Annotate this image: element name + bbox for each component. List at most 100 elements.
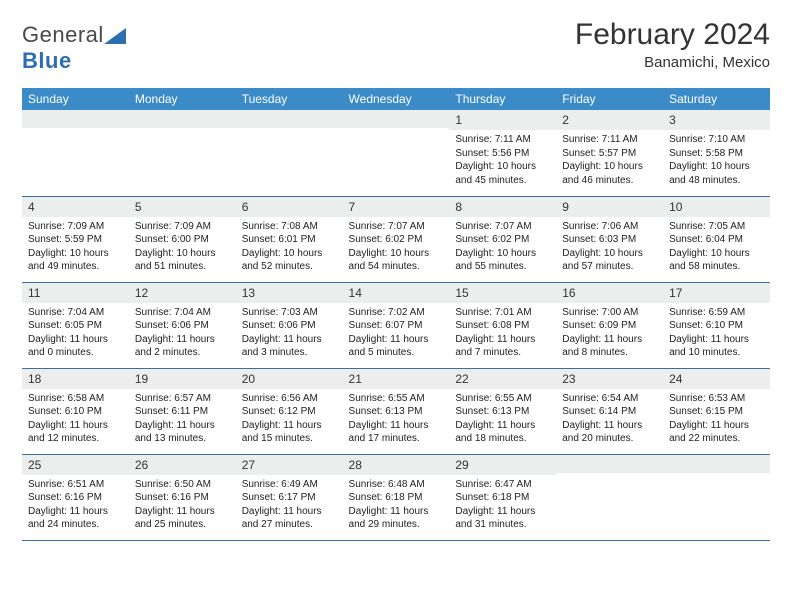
- day-number: 25: [22, 455, 129, 475]
- calendar-day: 20Sunrise: 6:56 AMSunset: 6:12 PMDayligh…: [236, 368, 343, 454]
- day-sunrise: Sunrise: 7:03 AM: [242, 306, 337, 320]
- day-body: Sunrise: 7:04 AMSunset: 6:05 PMDaylight:…: [22, 303, 129, 364]
- calendar-day: 11Sunrise: 7:04 AMSunset: 6:05 PMDayligh…: [22, 282, 129, 368]
- day-sunrise: Sunrise: 6:48 AM: [349, 478, 444, 492]
- day-body: Sunrise: 6:57 AMSunset: 6:11 PMDaylight:…: [129, 389, 236, 450]
- calendar-day: 17 Sunrise: 6:59 AMSunset: 6:10 PMDayligh…: [663, 282, 770, 368]
- day-sunset: Sunset: 6:00 PM: [135, 233, 230, 247]
- day-sunrise: Sunrise: 7:01 AM: [455, 306, 550, 320]
- day-daylight: Daylight: 11 hours and 7 minutes.: [455, 333, 550, 360]
- day-number: 11: [22, 283, 129, 303]
- day-daylight: Daylight: 11 hours and 12 minutes.: [28, 419, 123, 446]
- calendar-day: 10Sunrise: 7:05 AMSunset: 6:04 PMDayligh…: [663, 196, 770, 282]
- calendar-day: [22, 110, 129, 196]
- day-daylight: Daylight: 11 hours and 13 minutes.: [135, 419, 230, 446]
- weekday-header: Wednesday: [343, 88, 450, 110]
- day-sunrise: Sunrise: 7:05 AM: [669, 220, 764, 234]
- calendar-day: 26Sunrise: 6:50 AMSunset: 6:16 PMDayligh…: [129, 454, 236, 540]
- day-daylight: Daylight: 11 hours and 5 minutes.: [349, 333, 444, 360]
- calendar-day: 6Sunrise: 7:08 AMSunset: 6:01 PMDaylight…: [236, 196, 343, 282]
- day-sunset: Sunset: 6:10 PM: [669, 319, 764, 333]
- day-sunrise: Sunrise: 7:07 AM: [349, 220, 444, 234]
- day-number: 6: [236, 197, 343, 217]
- day-sunset: Sunset: 6:08 PM: [455, 319, 550, 333]
- day-sunrise: Sunrise: 6:59 AM: [669, 306, 764, 320]
- day-sunset: Sunset: 6:02 PM: [455, 233, 550, 247]
- weekday-header: Saturday: [663, 88, 770, 110]
- day-sunrise: Sunrise: 6:55 AM: [349, 392, 444, 406]
- calendar-day: [129, 110, 236, 196]
- day-body: Sunrise: 7:06 AMSunset: 6:03 PMDaylight:…: [556, 217, 663, 278]
- day-sunrise: Sunrise: 6:55 AM: [455, 392, 550, 406]
- day-sunrise: Sunrise: 6:56 AM: [242, 392, 337, 406]
- day-body: Sunrise: 6:54 AMSunset: 6:14 PMDaylight:…: [556, 389, 663, 450]
- calendar-day: 29Sunrise: 6:47 AMSunset: 6:18 PMDayligh…: [449, 454, 556, 540]
- day-sunset: Sunset: 6:16 PM: [28, 491, 123, 505]
- day-body: Sunrise: 7:10 AMSunset: 5:58 PMDaylight:…: [663, 130, 770, 191]
- calendar-day: 9Sunrise: 7:06 AMSunset: 6:03 PMDaylight…: [556, 196, 663, 282]
- calendar-body: 1Sunrise: 7:11 AMSunset: 5:56 PMDaylight…: [22, 110, 770, 540]
- day-sunset: Sunset: 6:17 PM: [242, 491, 337, 505]
- calendar-day: [556, 454, 663, 540]
- day-sunrise: Sunrise: 7:09 AM: [135, 220, 230, 234]
- day-body: [22, 128, 129, 135]
- day-body: Sunrise: 7:07 AMSunset: 6:02 PMDaylight:…: [449, 217, 556, 278]
- day-sunset: Sunset: 6:16 PM: [135, 491, 230, 505]
- day-sunset: Sunset: 6:12 PM: [242, 405, 337, 419]
- day-body: Sunrise: 7:11 AMSunset: 5:57 PMDaylight:…: [556, 130, 663, 191]
- day-sunset: Sunset: 6:05 PM: [28, 319, 123, 333]
- day-number: 23: [556, 369, 663, 389]
- day-number: 21: [343, 369, 450, 389]
- day-daylight: Daylight: 10 hours and 45 minutes.: [455, 160, 550, 187]
- day-sunrise: Sunrise: 7:07 AM: [455, 220, 550, 234]
- day-body: Sunrise: 6:58 AMSunset: 6:10 PMDaylight:…: [22, 389, 129, 450]
- day-daylight: Daylight: 11 hours and 10 minutes.: [669, 333, 764, 360]
- day-sunrise: Sunrise: 6:47 AM: [455, 478, 550, 492]
- calendar-day: 14Sunrise: 7:02 AMSunset: 6:07 PMDayligh…: [343, 282, 450, 368]
- day-daylight: Daylight: 10 hours and 57 minutes.: [562, 247, 657, 274]
- day-body: Sunrise: 6:47 AMSunset: 6:18 PMDaylight:…: [449, 475, 556, 536]
- calendar-day: [343, 110, 450, 196]
- day-sunrise: Sunrise: 6:53 AM: [669, 392, 764, 406]
- day-sunset: Sunset: 6:02 PM: [349, 233, 444, 247]
- calendar-day: 5Sunrise: 7:09 AMSunset: 6:00 PMDaylight…: [129, 196, 236, 282]
- calendar-day: 27Sunrise: 6:49 AMSunset: 6:17 PMDayligh…: [236, 454, 343, 540]
- page-title: February 2024: [575, 18, 770, 52]
- day-sunrise: Sunrise: 7:11 AM: [455, 133, 550, 147]
- day-daylight: Daylight: 10 hours and 55 minutes.: [455, 247, 550, 274]
- day-number: 20: [236, 369, 343, 389]
- day-sunset: Sunset: 6:13 PM: [349, 405, 444, 419]
- day-sunset: Sunset: 6:18 PM: [349, 491, 444, 505]
- brand-text-1: General: [22, 22, 104, 47]
- day-number: 26: [129, 455, 236, 475]
- calendar-day: 1Sunrise: 7:11 AMSunset: 5:56 PMDaylight…: [449, 110, 556, 196]
- day-body: Sunrise: 7:03 AMSunset: 6:06 PMDaylight:…: [236, 303, 343, 364]
- day-daylight: Daylight: 11 hours and 27 minutes.: [242, 505, 337, 532]
- day-number: 19: [129, 369, 236, 389]
- weekday-header: Sunday: [22, 88, 129, 110]
- calendar-table: SundayMondayTuesdayWednesdayThursdayFrid…: [22, 88, 770, 541]
- page-subtitle: Banamichi, Mexico: [575, 54, 770, 71]
- day-number: 4: [22, 197, 129, 217]
- day-number: 17: [663, 283, 770, 303]
- day-daylight: Daylight: 11 hours and 29 minutes.: [349, 505, 444, 532]
- day-sunset: Sunset: 6:07 PM: [349, 319, 444, 333]
- day-body: [129, 128, 236, 135]
- day-number: 2: [556, 110, 663, 130]
- day-sunset: Sunset: 5:59 PM: [28, 233, 123, 247]
- day-daylight: Daylight: 10 hours and 48 minutes.: [669, 160, 764, 187]
- day-body: [236, 128, 343, 135]
- day-number: 16: [556, 283, 663, 303]
- brand-logo: General Blue: [22, 18, 126, 74]
- day-body: Sunrise: 7:09 AMSunset: 6:00 PMDaylight:…: [129, 217, 236, 278]
- day-number: 7: [343, 197, 450, 217]
- weekday-header: Monday: [129, 88, 236, 110]
- calendar-day: 25Sunrise: 6:51 AMSunset: 6:16 PMDayligh…: [22, 454, 129, 540]
- calendar-day: 22Sunrise: 6:55 AMSunset: 6:13 PMDayligh…: [449, 368, 556, 454]
- day-number: [22, 110, 129, 128]
- day-number: [236, 110, 343, 128]
- weekday-header: Thursday: [449, 88, 556, 110]
- day-sunrise: Sunrise: 6:54 AM: [562, 392, 657, 406]
- day-body: Sunrise: 7:01 AMSunset: 6:08 PMDaylight:…: [449, 303, 556, 364]
- calendar-day: 28Sunrise: 6:48 AMSunset: 6:18 PMDayligh…: [343, 454, 450, 540]
